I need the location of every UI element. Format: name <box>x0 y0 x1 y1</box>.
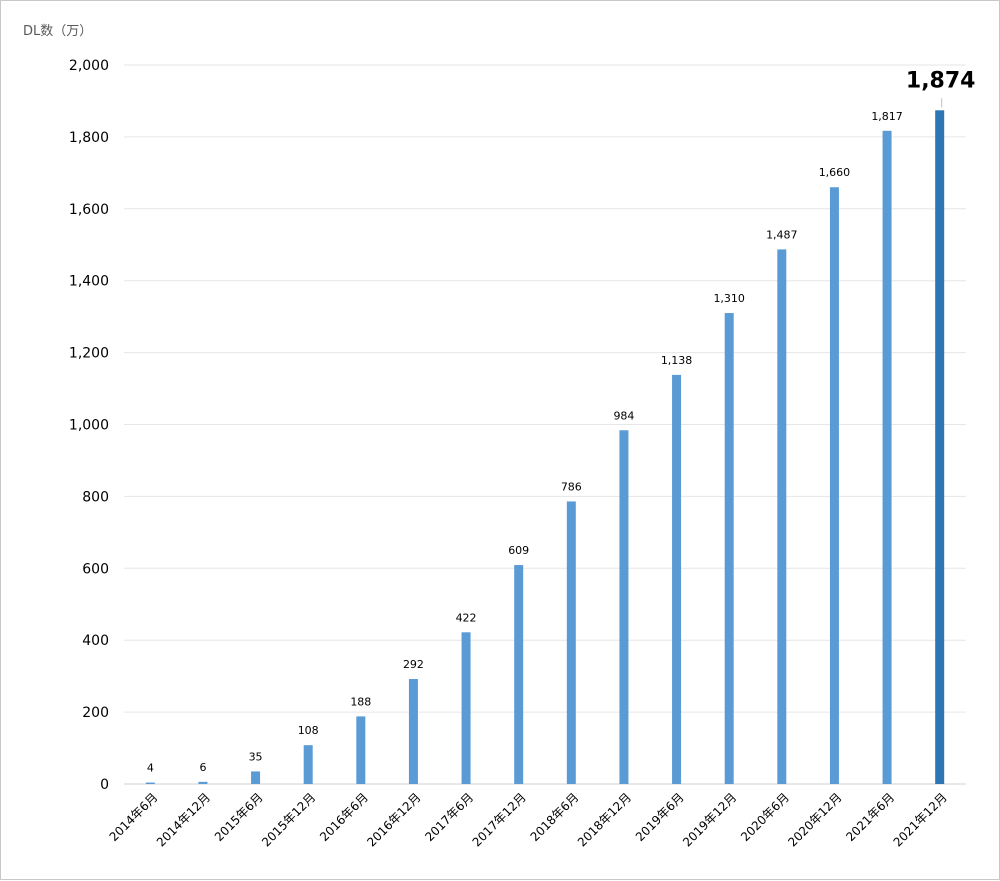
bar-15 <box>935 110 945 784</box>
data-label: 108 <box>298 724 319 737</box>
x-tick-label: 2020年6月 <box>738 790 792 844</box>
x-tick-label: 2014年6月 <box>107 790 161 844</box>
data-label: 984 <box>613 409 634 422</box>
y-tick-label: 800 <box>82 489 109 505</box>
data-label: 35 <box>249 750 263 763</box>
y-tick-label: 1,200 <box>69 346 109 362</box>
x-tick-label: 2014年12月 <box>154 790 213 849</box>
data-label: 292 <box>403 658 424 671</box>
bar-9 <box>619 430 629 784</box>
x-tick-label: 2020年12月 <box>785 790 844 849</box>
x-tick-label: 2016年6月 <box>317 790 371 844</box>
y-tick-label: 1,000 <box>69 418 109 434</box>
y-axis-unit-label: DL数（万） <box>23 24 92 39</box>
bar-6 <box>461 632 471 784</box>
y-tick-label: 0 <box>100 777 109 793</box>
data-label: 1,138 <box>661 354 693 367</box>
y-tick-label: 1,400 <box>69 274 109 290</box>
bar-2 <box>251 771 261 784</box>
y-tick-label: 1,600 <box>69 202 109 218</box>
y-tick-label: 200 <box>82 705 109 721</box>
x-tick-label: 2015年6月 <box>212 790 266 844</box>
data-label: 1,487 <box>766 228 798 241</box>
y-tick-label: 600 <box>82 561 109 577</box>
x-tick-label: 2019年12月 <box>680 790 739 849</box>
x-tick-label: 2019年6月 <box>633 790 687 844</box>
bar-5 <box>408 679 418 784</box>
x-tick-label: 2021年6月 <box>843 790 897 844</box>
x-tick-label: 2018年6月 <box>528 790 582 844</box>
bar-0 <box>145 782 155 784</box>
y-tick-label: 2,000 <box>69 58 109 74</box>
data-label-highlight: 1,874 <box>906 68 976 93</box>
bar-1 <box>198 781 208 784</box>
bar-11 <box>724 313 734 784</box>
data-label: 4 <box>147 762 154 775</box>
data-label: 1,660 <box>819 166 851 179</box>
y-tick-label: 1,800 <box>69 130 109 146</box>
data-label: 188 <box>350 695 371 708</box>
bar-4 <box>356 716 366 784</box>
data-label: 1,817 <box>871 110 903 123</box>
data-label: 6 <box>199 761 206 774</box>
x-tick-label: 2017年12月 <box>470 790 529 849</box>
data-labels: 4 6 35 108 188 292 422 609 786 984 1,138 1,310 1,487… <box>147 68 976 774</box>
y-axis-ticks: 0 200 400 600 800 1,000 1,200 1,400 1,600 1,800 2,… <box>69 58 109 793</box>
data-label: 786 <box>561 480 582 493</box>
bars <box>145 110 945 785</box>
y-tick-label: 400 <box>82 633 109 649</box>
data-label: 1,310 <box>713 292 745 305</box>
x-tick-label: 2017年6月 <box>422 790 476 844</box>
bar-12 <box>777 249 787 785</box>
bar-10 <box>672 374 682 784</box>
gridlines <box>124 64 966 785</box>
x-tick-label: 2018年12月 <box>575 790 634 849</box>
bar-14 <box>882 130 892 784</box>
bar-13 <box>829 187 839 785</box>
bar-7 <box>514 565 524 784</box>
x-tick-label: 2021年12月 <box>891 790 950 849</box>
data-label: 422 <box>456 611 477 624</box>
x-tick-label: 2016年12月 <box>364 790 423 849</box>
x-axis-ticks: 2014年6月2014年12月2015年6月2015年12月2016年6月201… <box>107 790 950 849</box>
data-label: 609 <box>508 544 529 557</box>
bar-3 <box>303 745 313 784</box>
x-tick-label: 2015年12月 <box>259 790 318 849</box>
bar-8 <box>566 501 576 784</box>
